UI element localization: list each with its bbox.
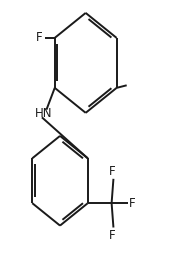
Text: F: F (109, 229, 116, 242)
Text: F: F (109, 164, 116, 177)
Text: F: F (36, 31, 43, 44)
Text: F: F (129, 197, 136, 210)
Text: HN: HN (35, 107, 52, 120)
